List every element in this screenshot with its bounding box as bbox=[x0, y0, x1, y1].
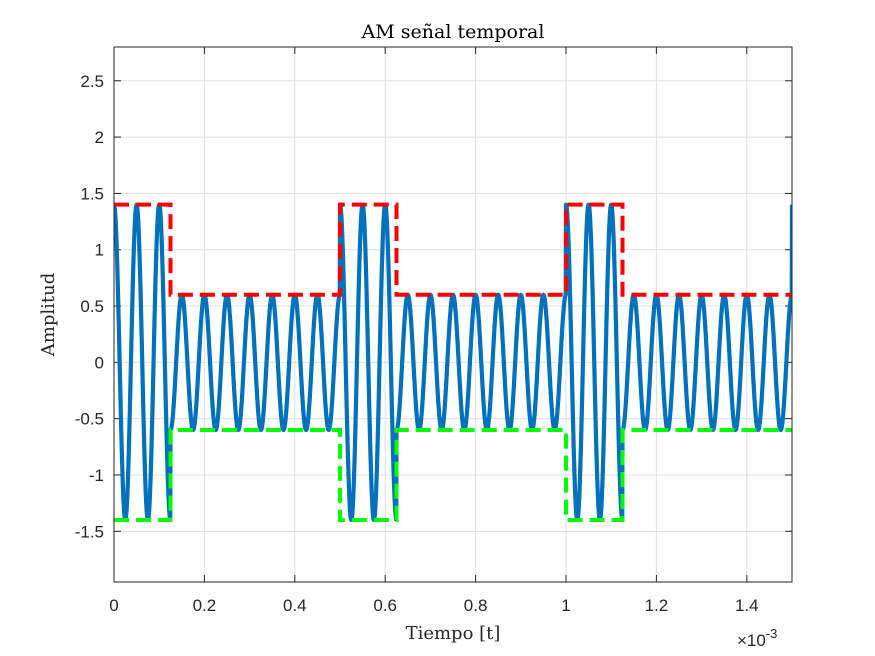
upper-envelope-line bbox=[114, 202, 792, 297]
x-tick-label: 0 bbox=[109, 596, 118, 615]
y-tick-label: 2.5 bbox=[80, 72, 104, 91]
tick-labels: 0 0.2 0.4 0.6 0.8 1 1.2 1.4 -1.5 -1 -0.5 0 0.5 1 1.5 2 2… bbox=[75, 72, 759, 615]
axes-box bbox=[113, 46, 793, 583]
y-tick-label: 1.5 bbox=[80, 184, 104, 203]
y-tick-label: -0.5 bbox=[75, 410, 104, 429]
lower-envelope-line bbox=[114, 427, 792, 523]
x-exponent-power: -3 bbox=[766, 626, 778, 641]
plot-area bbox=[114, 47, 792, 582]
x-tick-label: 0.4 bbox=[283, 596, 307, 615]
x-tick-label: 1.2 bbox=[645, 596, 669, 615]
series-group bbox=[114, 202, 792, 523]
y-tick-label: 0 bbox=[95, 353, 104, 372]
y-tick-label: 0.5 bbox=[80, 297, 104, 316]
x-axis-label: Tiempo [t] bbox=[406, 623, 501, 644]
y-tick-label: -1.5 bbox=[75, 522, 104, 541]
grid-lines bbox=[113, 47, 792, 582]
y-axis-label: Amplitud bbox=[38, 273, 59, 357]
x-axis-exponent: ×10-3 bbox=[737, 626, 777, 650]
x-tick-label: 0.2 bbox=[193, 596, 217, 615]
x-exponent-base: ×10 bbox=[737, 631, 766, 650]
x-tick-label: 1.4 bbox=[735, 596, 759, 615]
y-tick-label: 2 bbox=[95, 128, 104, 147]
x-tick-label: 0.6 bbox=[373, 596, 397, 615]
chart-title: AM señal temporal bbox=[361, 21, 545, 43]
y-tick-label: -1 bbox=[89, 466, 104, 485]
x-tick-label: 0.8 bbox=[464, 596, 488, 615]
x-tick-label: 1 bbox=[561, 596, 570, 615]
y-tick-label: 1 bbox=[95, 241, 104, 260]
